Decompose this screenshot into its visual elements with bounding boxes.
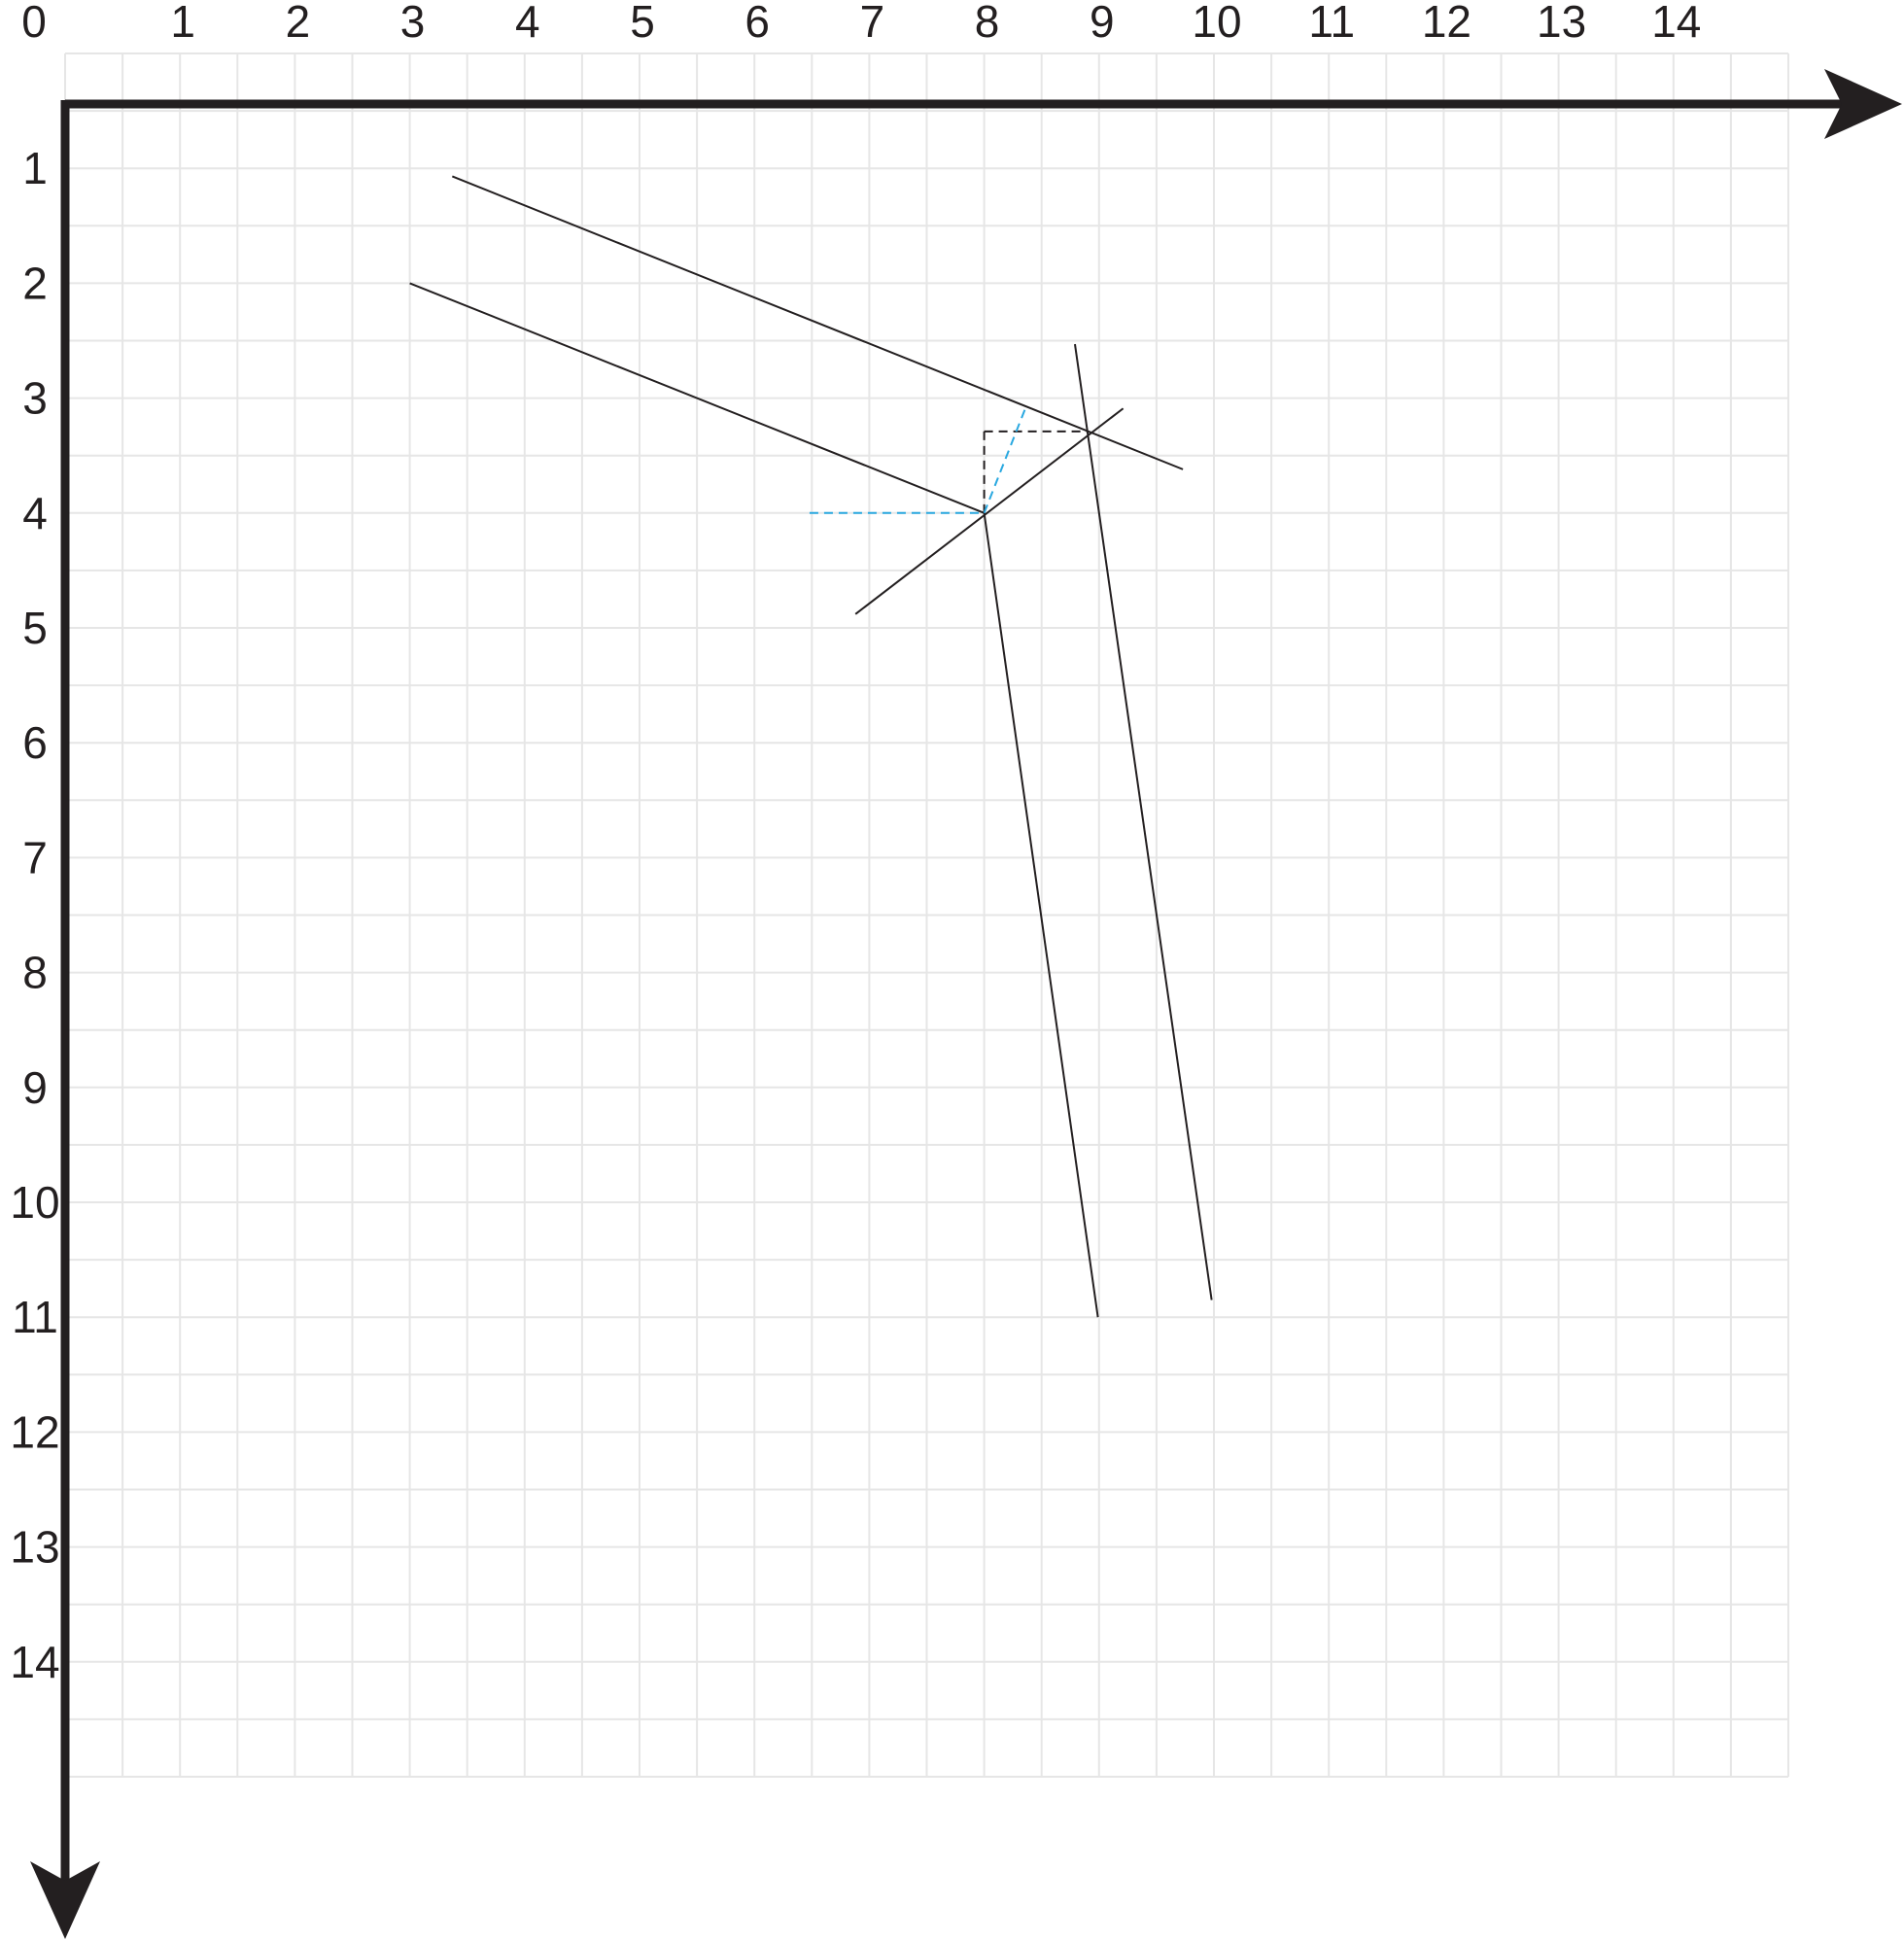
y-tick-label: 11	[12, 1292, 58, 1342]
y-tick-label: 2	[22, 258, 48, 308]
x-tick-label: 8	[975, 0, 1000, 47]
x-tick-label: 13	[1537, 0, 1586, 47]
left-steep-line	[983, 512, 1099, 1318]
y-tick-label: 14	[10, 1637, 59, 1687]
y-tick-label: 1	[22, 143, 48, 193]
x-tick-labels: 0 1 2 3 4 5 6 7 8 9 10 11 12 13 14	[21, 0, 1701, 47]
y-tick-label: 4	[22, 488, 48, 538]
x-tick-label: 4	[515, 0, 540, 47]
x-tick-label: 5	[630, 0, 655, 47]
right-steep-line	[1073, 343, 1213, 1300]
x-tick-label: 7	[860, 0, 885, 47]
y-tick-label: 5	[22, 603, 48, 653]
y-tick-label: 13	[10, 1522, 59, 1573]
y-tick-label: 9	[22, 1062, 48, 1113]
x-tick-label: 6	[744, 0, 770, 47]
x-axis-arrow-icon	[1824, 69, 1902, 139]
x-tick-label: 9	[1090, 0, 1115, 47]
y-tick-label: 10	[10, 1177, 59, 1228]
diagonal-connector-line	[854, 407, 1125, 615]
axes	[30, 69, 1902, 1939]
x-tick-label: 14	[1651, 0, 1701, 47]
upper-slanted-line	[451, 175, 1184, 470]
x-tick-label: 11	[1308, 0, 1355, 47]
grid-lines	[64, 52, 1789, 1778]
y-tick-label: 6	[22, 717, 48, 768]
y-tick-label: 7	[22, 832, 48, 883]
lower-slanted-line	[409, 282, 985, 514]
construction-lines	[409, 175, 1213, 1318]
y-axis-arrow-icon	[30, 1861, 100, 1939]
x-tick-label: 3	[400, 0, 426, 47]
blue-dash-slanted	[983, 404, 1028, 514]
x-tick-label: 0	[21, 0, 47, 47]
y-tick-label: 12	[10, 1406, 59, 1457]
y-tick-label: 3	[22, 373, 48, 424]
x-tick-label: 10	[1192, 0, 1241, 47]
x-tick-label: 12	[1422, 0, 1471, 47]
y-tick-label: 8	[22, 948, 48, 998]
x-tick-label: 1	[170, 0, 195, 47]
x-tick-label: 2	[286, 0, 311, 47]
